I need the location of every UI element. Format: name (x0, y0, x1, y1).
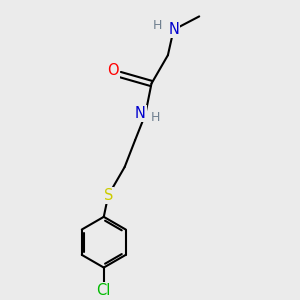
Text: H: H (150, 111, 160, 124)
Text: H: H (153, 19, 162, 32)
Text: N: N (168, 22, 179, 37)
Text: N: N (135, 106, 146, 121)
Text: O: O (107, 64, 118, 79)
Text: S: S (103, 188, 113, 203)
Text: Cl: Cl (97, 283, 111, 298)
